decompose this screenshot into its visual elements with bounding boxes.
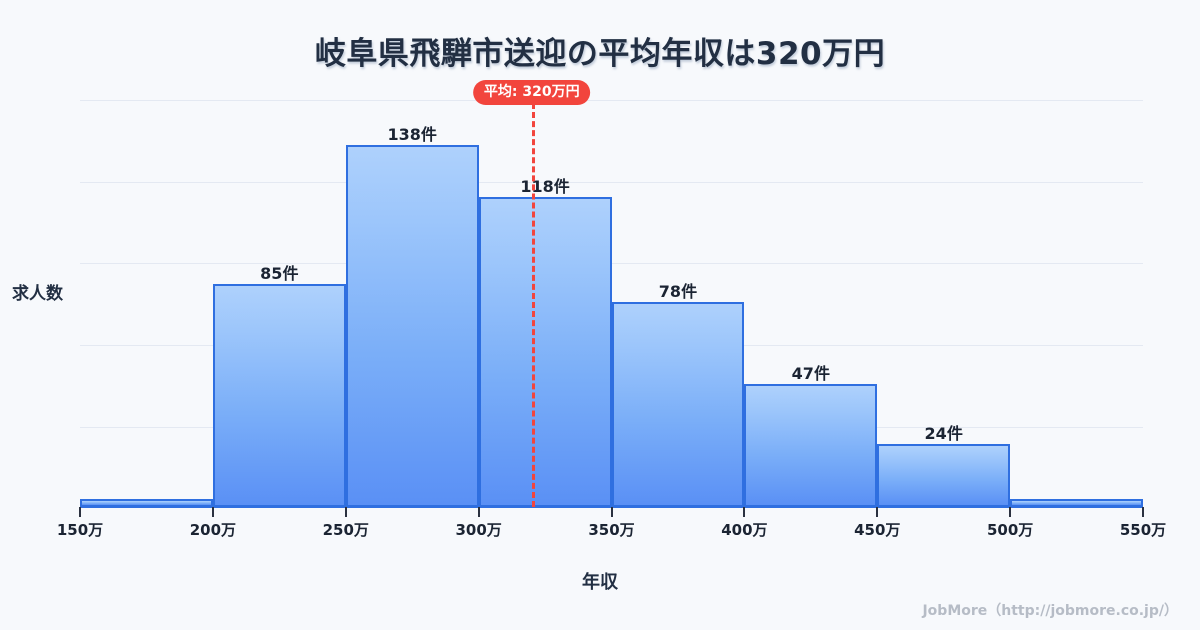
histogram-bar[interactable] — [877, 443, 1011, 507]
x-axis-tick — [79, 507, 81, 517]
x-axis-tick-label: 150万 — [56, 521, 104, 539]
x-axis-tick-label: 500万 — [986, 521, 1034, 539]
x-axis-tick-label: 350万 — [588, 521, 635, 539]
bar-value-label: 78件 — [658, 282, 698, 302]
gridline — [80, 182, 1143, 183]
x-axis-tick-label: 200万 — [189, 521, 237, 539]
bar-value-label: 85件 — [260, 263, 299, 283]
y-axis-label: 求人数 — [12, 284, 63, 304]
bar-value-label: 47件 — [791, 363, 830, 383]
histogram-bar[interactable] — [744, 383, 878, 507]
x-axis-tick-label: 300万 — [455, 521, 502, 539]
average-line — [531, 103, 535, 507]
page-title: 岐阜県飛騨市送迎の平均年収は320万円 — [314, 36, 886, 72]
gridline — [80, 263, 1143, 264]
x-axis-tick-label: 400万 — [721, 521, 768, 539]
average-badge: 平均: 320万円 — [472, 80, 591, 105]
histogram-bar[interactable] — [478, 197, 612, 507]
histogram-bar[interactable] — [345, 144, 479, 507]
x-axis-tick — [876, 507, 879, 517]
x-axis-tick — [1009, 507, 1012, 517]
bar-value-label: 24件 — [924, 423, 963, 443]
x-axis-tick — [211, 507, 214, 517]
histogram-bar[interactable] — [80, 499, 213, 507]
watermark-footer: JobMore（http://jobmore.co.jp/） — [922, 603, 1178, 619]
x-axis-tick-label: 550万 — [1119, 521, 1167, 539]
x-axis-tick — [477, 507, 480, 517]
histogram-bar[interactable] — [1010, 499, 1143, 507]
gridline — [80, 100, 1143, 101]
bar-value-label: 138件 — [387, 124, 437, 144]
x-axis-tick — [610, 507, 613, 517]
x-axis-tick-label: 250万 — [322, 521, 369, 539]
histogram-bar[interactable] — [212, 283, 346, 507]
x-axis-tick-label: 450万 — [854, 521, 901, 539]
histogram-bar[interactable] — [611, 302, 745, 507]
x-axis-tick — [344, 507, 347, 517]
bar-value-label: 118件 — [520, 177, 570, 197]
x-axis-label: 年収 — [582, 572, 618, 593]
x-axis-tick — [743, 507, 746, 517]
x-axis-tick — [1142, 507, 1144, 517]
